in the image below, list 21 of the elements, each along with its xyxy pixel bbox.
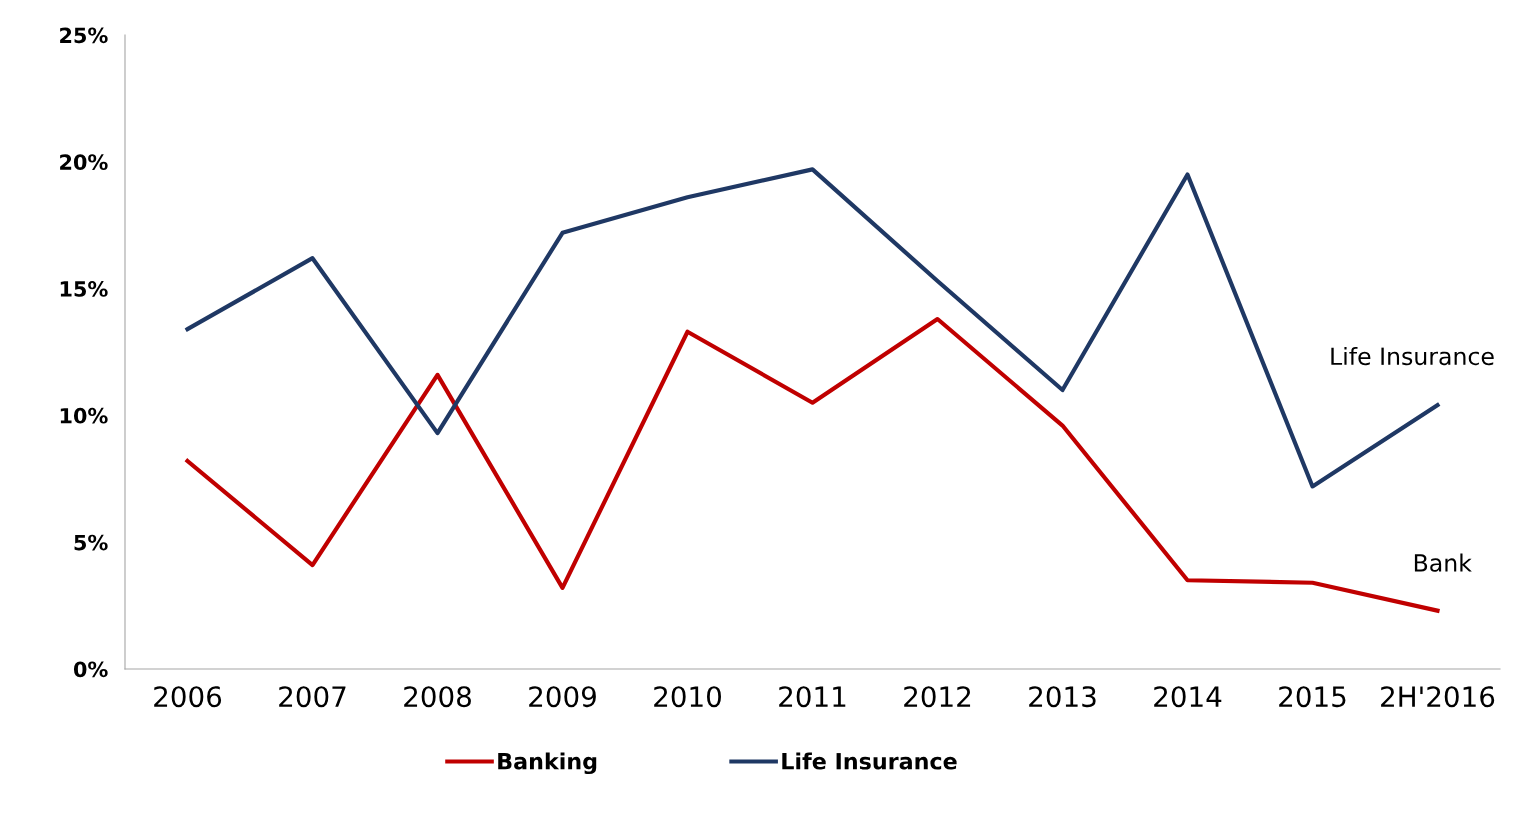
annotation: Bank [1414,553,1472,572]
x-tick-label: 2015 [1279,686,1346,708]
x-tick-label: 2012 [904,686,971,708]
x-tick-label: 2007 [279,686,346,708]
x-tick-label: 2013 [1029,686,1096,708]
y-tick-label: 25% [60,27,108,44]
y-tick-label: 15% [60,281,108,297]
y-tick-label: 20% [60,154,108,171]
y-tick-label: 0% [73,661,108,678]
legend-label: Life Insurance [782,752,957,770]
x-tick-label: 2008 [404,686,471,708]
annotation: Life Insurance [1331,346,1494,366]
legend-label: Banking [498,752,597,775]
x-tick-label: 2009 [529,686,596,708]
x-tick-label: 2011 [779,686,846,708]
y-tick-label: 5% [74,534,108,551]
x-tick-label: 2H'2016 [1381,686,1495,708]
x-tick-label: 2010 [654,686,721,708]
x-tick-label: 2014 [1154,686,1222,708]
y-tick-label: 10% [60,407,108,424]
x-tick-label: 2006 [154,686,222,708]
